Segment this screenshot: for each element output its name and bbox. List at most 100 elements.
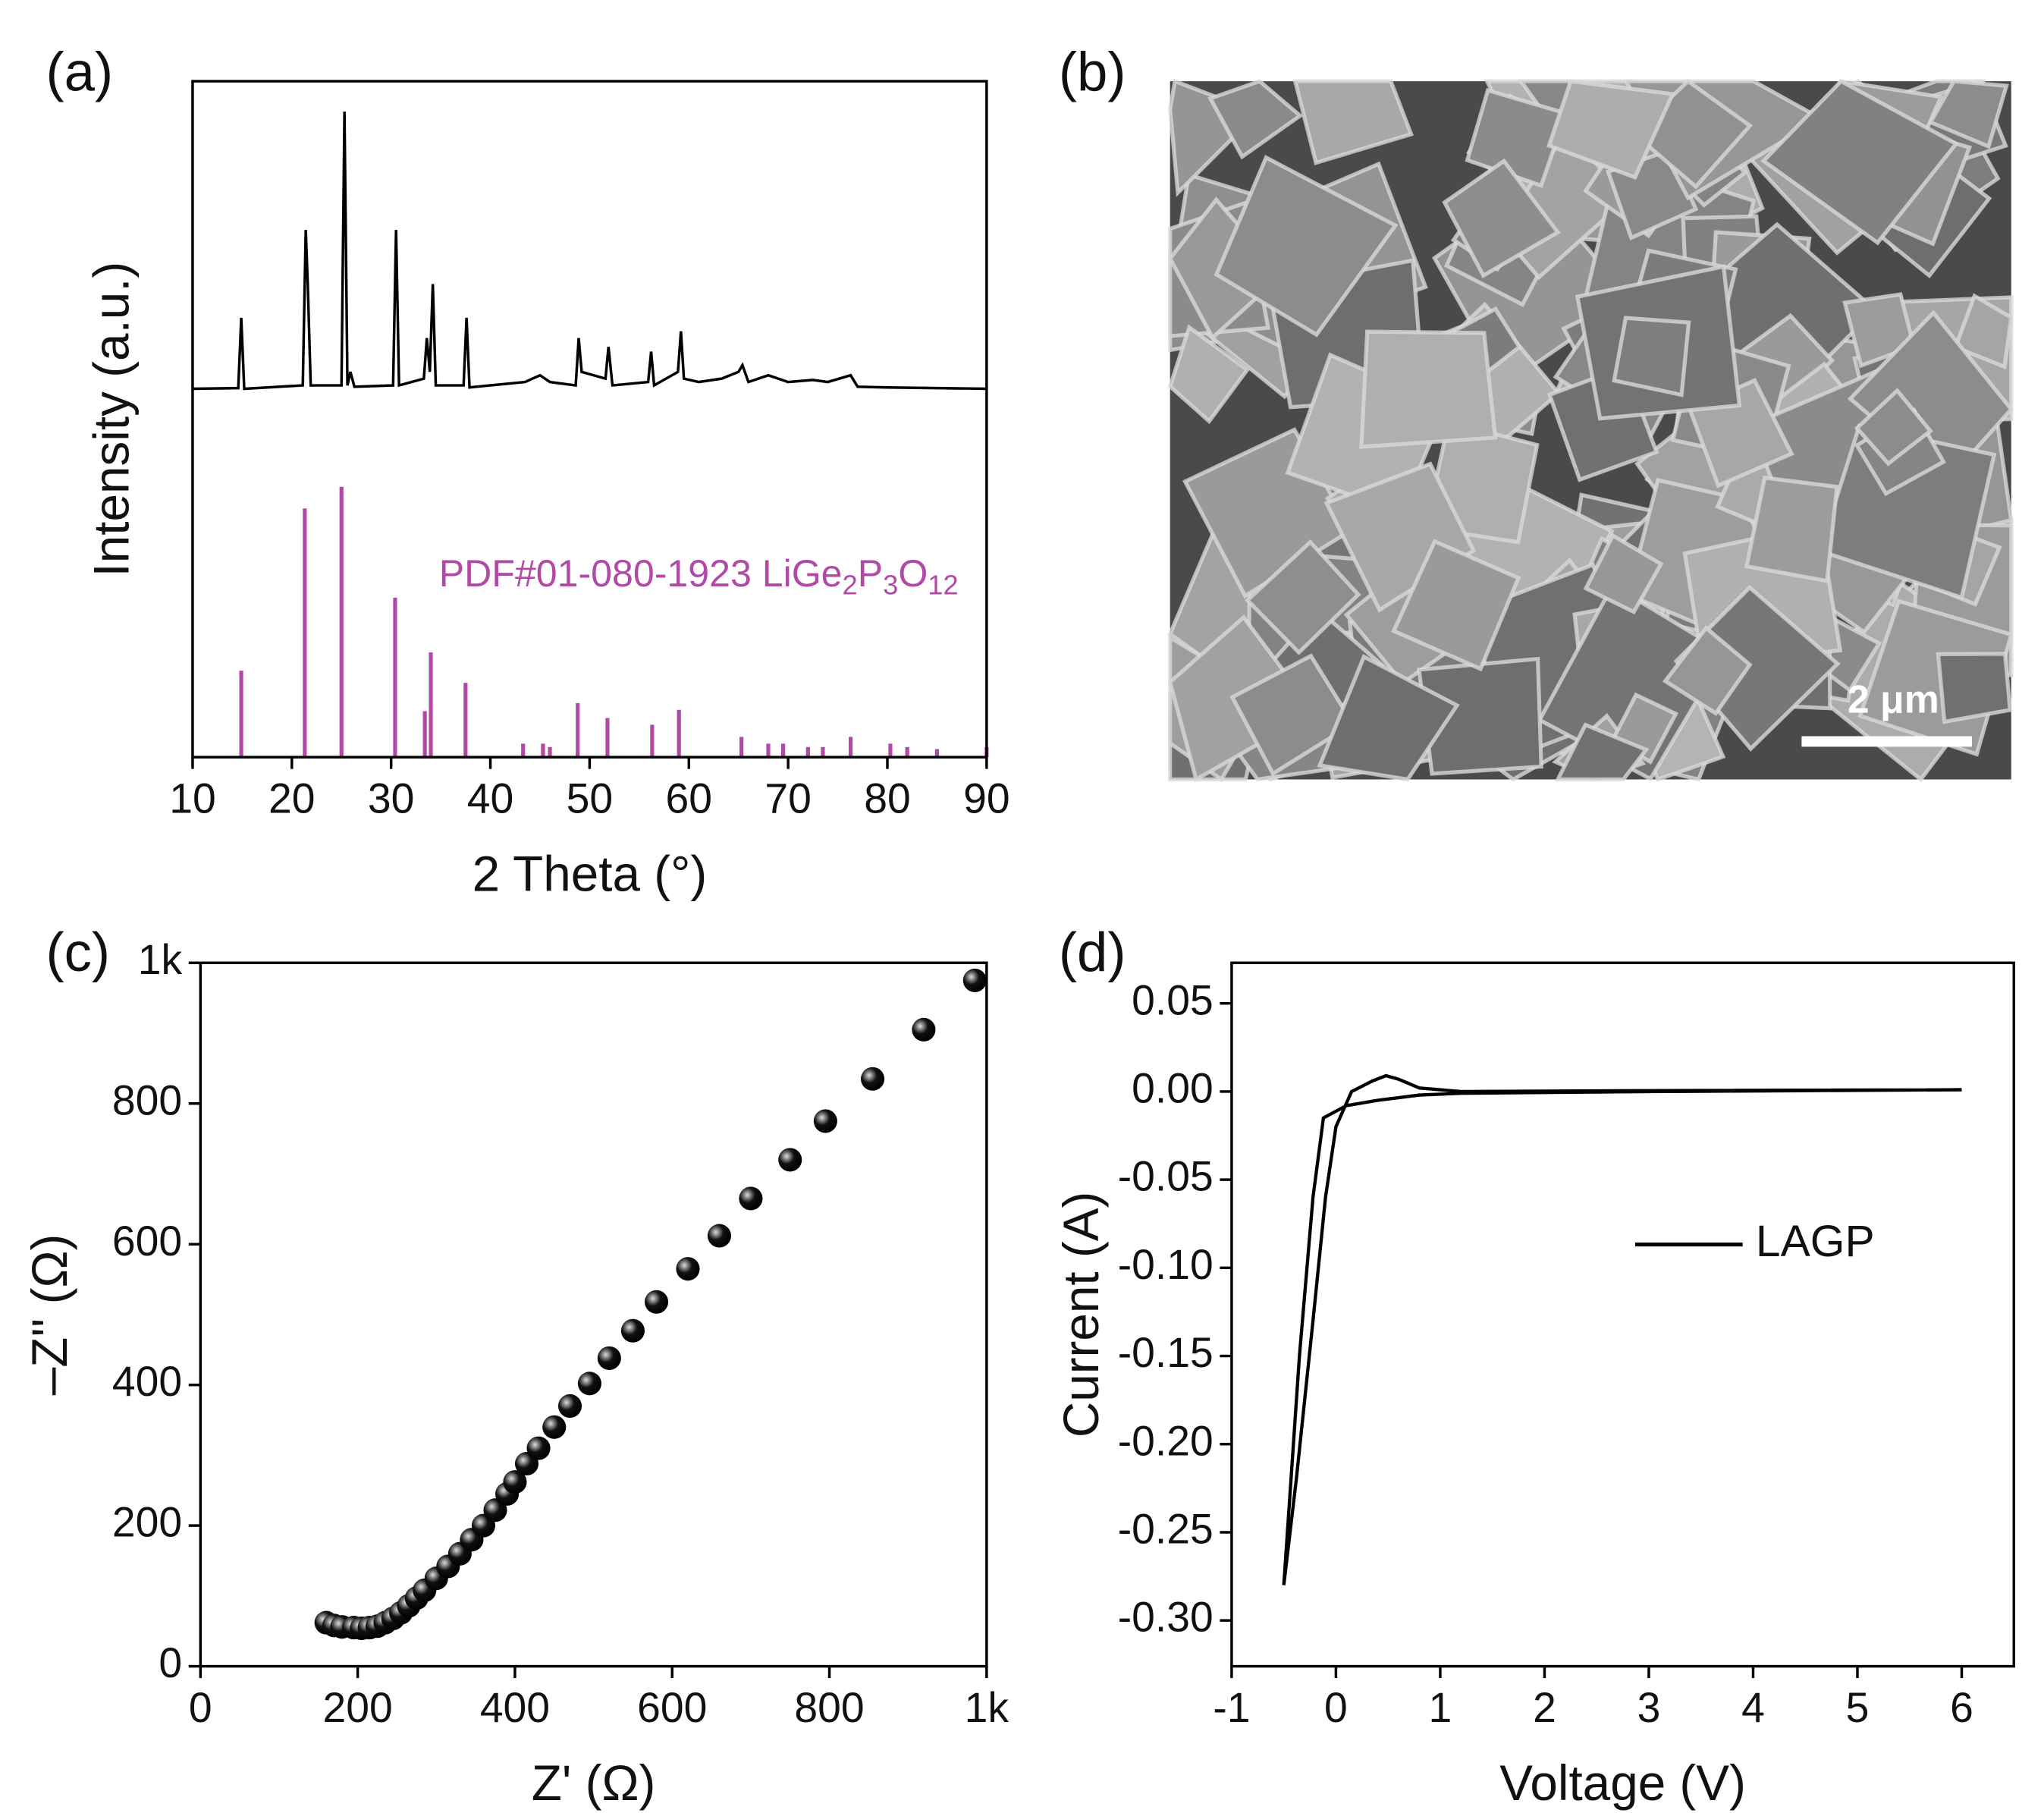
data-point (707, 1224, 731, 1248)
y-tick-label: -0.15 (1118, 1329, 1214, 1376)
grain (1612, 316, 1691, 397)
data-point (620, 1318, 645, 1343)
annotation-part: 3 (883, 569, 898, 600)
y-tick-label: -0.30 (1118, 1594, 1214, 1641)
y-tick-label: -0.25 (1118, 1506, 1214, 1553)
data-line (192, 112, 987, 391)
y-axis-label: Intensity (a.u.) (83, 262, 139, 577)
y-tick-label: -0.05 (1118, 1153, 1214, 1200)
x-tick-label: 90 (963, 775, 1009, 822)
y-axis-label: Current (A) (1053, 1192, 1109, 1438)
x-tick-label: 4 (1741, 1684, 1765, 1731)
x-tick-label: 1 (1429, 1684, 1452, 1731)
annotation-part: P (858, 552, 883, 595)
grain (1927, 79, 2009, 149)
x-tick-label: 2 (1533, 1684, 1556, 1731)
x-tick-label: 200 (323, 1684, 393, 1731)
grain (1554, 722, 1650, 782)
x-tick-label: 600 (637, 1684, 707, 1731)
x-tick-label: 70 (765, 775, 811, 822)
y-tick-label: 600 (112, 1218, 182, 1265)
grain (1854, 388, 1933, 467)
grain (1229, 653, 1356, 777)
x-tick-label: 40 (467, 775, 513, 822)
grain (1359, 329, 1498, 449)
y-tick-label: -0.20 (1118, 1417, 1214, 1464)
x-axis-label: Voltage (V) (1499, 1755, 1746, 1811)
grain (1936, 652, 2013, 724)
grain (1546, 79, 1676, 181)
y-tick-label: 200 (112, 1499, 182, 1546)
plot-frame (1230, 961, 2015, 1668)
x-axis-label: 2 Theta (°) (473, 846, 708, 901)
x-tick-label: 80 (864, 775, 910, 822)
annotation-part: 12 (928, 569, 958, 600)
x-tick-label: 50 (567, 775, 613, 822)
panel-label: (c) (46, 922, 110, 983)
data-point (483, 1498, 507, 1522)
y-tick-label: 1k (138, 936, 183, 983)
x-tick-label: 60 (666, 775, 712, 822)
x-tick-label: 30 (368, 775, 414, 822)
plot-frame (199, 961, 988, 1668)
y-tick-label: 0.00 (1132, 1065, 1214, 1112)
data-point (644, 1290, 669, 1314)
y-tick-label: 800 (112, 1076, 182, 1123)
panel-label: (d) (1059, 922, 1126, 983)
x-tick-label: 400 (480, 1684, 550, 1731)
data-point (557, 1394, 582, 1419)
x-tick-label: 3 (1637, 1684, 1661, 1731)
grain (1214, 155, 1399, 338)
grain (1817, 423, 1997, 601)
grain (1442, 158, 1561, 278)
data-point (861, 1067, 885, 1091)
data-point (526, 1436, 551, 1460)
x-tick-label: 10 (169, 775, 215, 822)
y-tick-label: 400 (112, 1358, 182, 1405)
grain (1317, 654, 1460, 782)
grain (1391, 539, 1521, 672)
x-tick-label: 5 (1846, 1684, 1870, 1731)
grain (1167, 324, 1251, 425)
grain (1842, 292, 1917, 369)
x-tick-label: 0 (1324, 1684, 1348, 1731)
data-point (813, 1109, 837, 1133)
grain (1760, 78, 1960, 246)
y-axis-label: –Z'' (Ω) (22, 1234, 77, 1396)
data-point (676, 1257, 700, 1281)
grain (1662, 625, 1753, 716)
data-point (739, 1186, 763, 1211)
data-line (1282, 1073, 1962, 1585)
x-axis-label: Z' (Ω) (532, 1755, 656, 1811)
y-tick-label: -0.10 (1118, 1241, 1214, 1288)
panel-label: (b) (1059, 41, 1126, 102)
data-point (577, 1372, 601, 1396)
annotation: PDF#01-080-1923 LiGe2P3O12 (439, 552, 959, 600)
data-point (962, 968, 987, 992)
data-point (778, 1148, 802, 1172)
grain (1744, 475, 1839, 583)
x-tick-label: 0 (189, 1684, 212, 1731)
grain (1245, 539, 1361, 655)
annotation-part: PDF#01-080-1923 LiGe (439, 552, 843, 595)
data-point (597, 1346, 621, 1370)
data-point (503, 1470, 527, 1494)
plot-frame (191, 80, 988, 759)
sem-image (1167, 78, 2014, 783)
annotation-part: 2 (843, 569, 858, 600)
grain (1583, 533, 1664, 615)
panel-label: (a) (46, 41, 113, 102)
grain (1952, 293, 2014, 370)
annotation-part: O (898, 552, 928, 595)
scale-bar-label: 2 μm (1848, 677, 1939, 721)
grain (1292, 79, 1414, 165)
x-tick-label: 20 (268, 775, 315, 822)
x-tick-label: -1 (1213, 1684, 1250, 1731)
x-tick-label: 6 (1950, 1684, 1973, 1731)
legend-label: LAGP (1756, 1217, 1875, 1266)
x-tick-label: 1k (965, 1684, 1009, 1731)
y-tick-label: 0 (159, 1639, 182, 1686)
data-point (912, 1017, 936, 1042)
x-tick-label: 800 (794, 1684, 864, 1731)
